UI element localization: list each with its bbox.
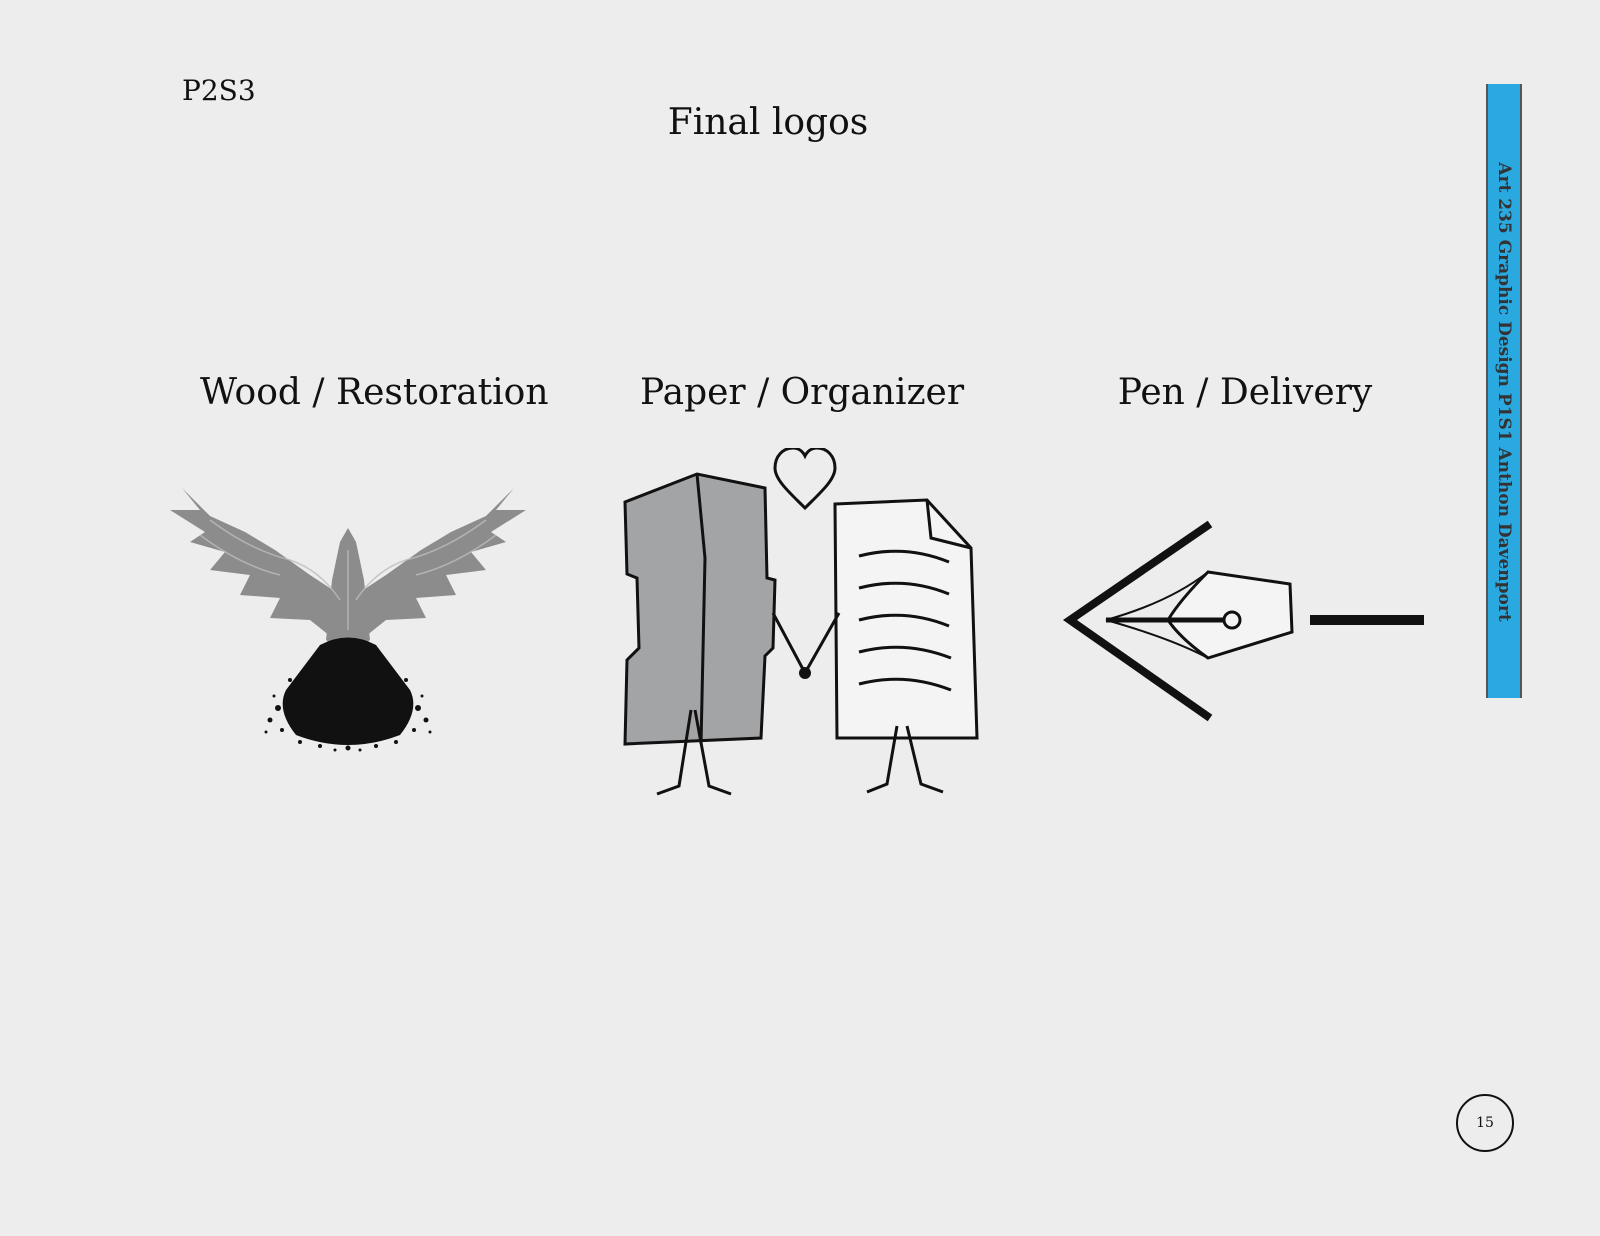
page-title: Final logos xyxy=(667,102,869,143)
side-tab xyxy=(1486,84,1522,698)
logo-label-wood: Wood / Restoration xyxy=(200,372,549,413)
page-number: 15 xyxy=(1456,1094,1514,1152)
paper-couple-logo-icon xyxy=(623,448,979,796)
side-tab-label: Art 235 Graphic Design P1S1 Anthon Daven… xyxy=(1494,162,1514,622)
pen-nib-arrow-logo-icon xyxy=(1062,520,1424,722)
wood-eagle-logo-icon xyxy=(170,488,526,752)
logo-label-pen: Pen / Delivery xyxy=(1117,372,1373,413)
page-code: P2S3 xyxy=(182,74,256,107)
page-number-label: 15 xyxy=(1476,1115,1494,1131)
logo-label-paper: Paper / Organizer xyxy=(640,372,965,413)
